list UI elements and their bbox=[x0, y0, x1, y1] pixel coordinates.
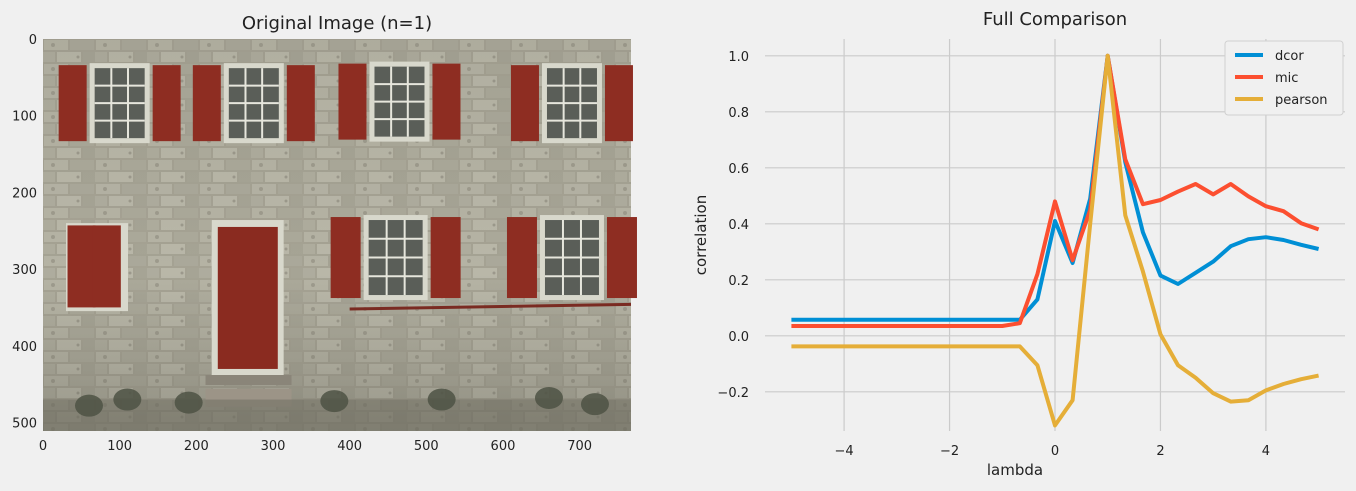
house-facade-image bbox=[43, 39, 637, 431]
x-tick-label: 2 bbox=[1156, 444, 1164, 459]
left-shutter bbox=[506, 217, 537, 299]
series-line-dcor bbox=[791, 53, 1320, 322]
legend-label-mic: mic bbox=[1275, 71, 1298, 86]
y-tick-label: 300 bbox=[12, 263, 37, 278]
shrub bbox=[534, 387, 563, 410]
x-tick-label: 0 bbox=[39, 439, 47, 454]
door-step-top bbox=[205, 375, 292, 385]
right-shutter bbox=[152, 65, 181, 142]
x-axis-label: lambda bbox=[987, 461, 1043, 479]
right-shutter bbox=[92, 225, 121, 308]
image-plot: Original Image (n=1) 0 100 200 300 400 500 600 7… bbox=[12, 13, 637, 454]
x-tick-label: −2 bbox=[940, 444, 959, 459]
lower-left-shutters bbox=[65, 223, 128, 312]
door-panel bbox=[217, 226, 278, 369]
legend-box bbox=[1224, 40, 1344, 116]
x-tick-label: 700 bbox=[567, 439, 592, 454]
right-shutter bbox=[604, 65, 633, 142]
left-shutter bbox=[192, 65, 221, 142]
left-shutter bbox=[330, 217, 361, 299]
x-tick-label: 300 bbox=[261, 439, 286, 454]
left-shutter bbox=[58, 65, 87, 142]
image-panel: Original Image (n=1) 0 100 200 300 400 500 600 7… bbox=[0, 0, 660, 487]
y-tick-label: 0.0 bbox=[728, 330, 749, 345]
y-axis-label: correlation bbox=[692, 195, 710, 276]
lower-window-1 bbox=[330, 215, 461, 301]
image-title: Original Image (n=1) bbox=[242, 13, 432, 34]
right-shutter bbox=[286, 65, 315, 142]
legend-label-pearson: pearson bbox=[1275, 93, 1328, 108]
y-tick-label: 0.8 bbox=[728, 106, 749, 121]
iron-rod bbox=[349, 302, 632, 311]
y-tick-label: 500 bbox=[12, 417, 37, 432]
left-shutter bbox=[338, 63, 367, 140]
shrub bbox=[174, 391, 203, 414]
shrub bbox=[580, 393, 609, 416]
series-line-pearson bbox=[791, 53, 1320, 428]
x-tick-label: 500 bbox=[414, 439, 439, 454]
upper-window-1 bbox=[58, 63, 181, 144]
upper-window-4 bbox=[510, 63, 633, 144]
y-tick-label: 1.0 bbox=[728, 50, 749, 65]
y-tick-label: 0.2 bbox=[728, 274, 749, 289]
y-tick-label: 0.6 bbox=[728, 162, 749, 177]
y-tick-label: 400 bbox=[12, 340, 37, 355]
x-tick-label: 200 bbox=[184, 439, 209, 454]
x-tick-label: −4 bbox=[835, 444, 854, 459]
y-tick-label: 0.4 bbox=[728, 218, 749, 233]
left-shutter bbox=[510, 65, 539, 142]
upper-window-3 bbox=[338, 61, 461, 142]
x-tick-label: 100 bbox=[107, 439, 132, 454]
legend: dcor mic pearson bbox=[1224, 40, 1344, 116]
legend-label-dcor: dcor bbox=[1275, 49, 1304, 64]
comparison-panel: Full Comparison −4 −2 0 2 4 −0.2 0.0 0.2 0.4 0.6 0.… bbox=[660, 0, 1356, 487]
y-tick-label: −0.2 bbox=[717, 386, 749, 401]
left-shutter bbox=[67, 225, 96, 308]
right-shutter bbox=[430, 217, 461, 299]
x-tick-label: 400 bbox=[337, 439, 362, 454]
lower-window-2 bbox=[506, 215, 637, 301]
chart-title: Full Comparison bbox=[983, 9, 1127, 30]
x-tick-label: 0 bbox=[1051, 444, 1059, 459]
y-tick-label: 200 bbox=[12, 186, 37, 201]
right-shutter bbox=[432, 63, 461, 140]
series-line-mic bbox=[791, 53, 1320, 328]
shrub bbox=[113, 388, 142, 411]
shrub bbox=[74, 394, 103, 417]
upper-window-2 bbox=[192, 63, 315, 144]
right-shutter bbox=[606, 217, 637, 299]
shrub bbox=[427, 388, 456, 411]
x-tick-label: 600 bbox=[491, 439, 516, 454]
front-door bbox=[205, 220, 292, 407]
shrub bbox=[320, 390, 349, 413]
x-tick-label: 4 bbox=[1262, 444, 1270, 459]
y-tick-label: 0 bbox=[29, 33, 37, 48]
y-tick-label: 100 bbox=[12, 110, 37, 125]
comparison-plot: Full Comparison −4 −2 0 2 4 −0.2 0.0 0.2 0.4 0.6 0.… bbox=[692, 9, 1345, 479]
